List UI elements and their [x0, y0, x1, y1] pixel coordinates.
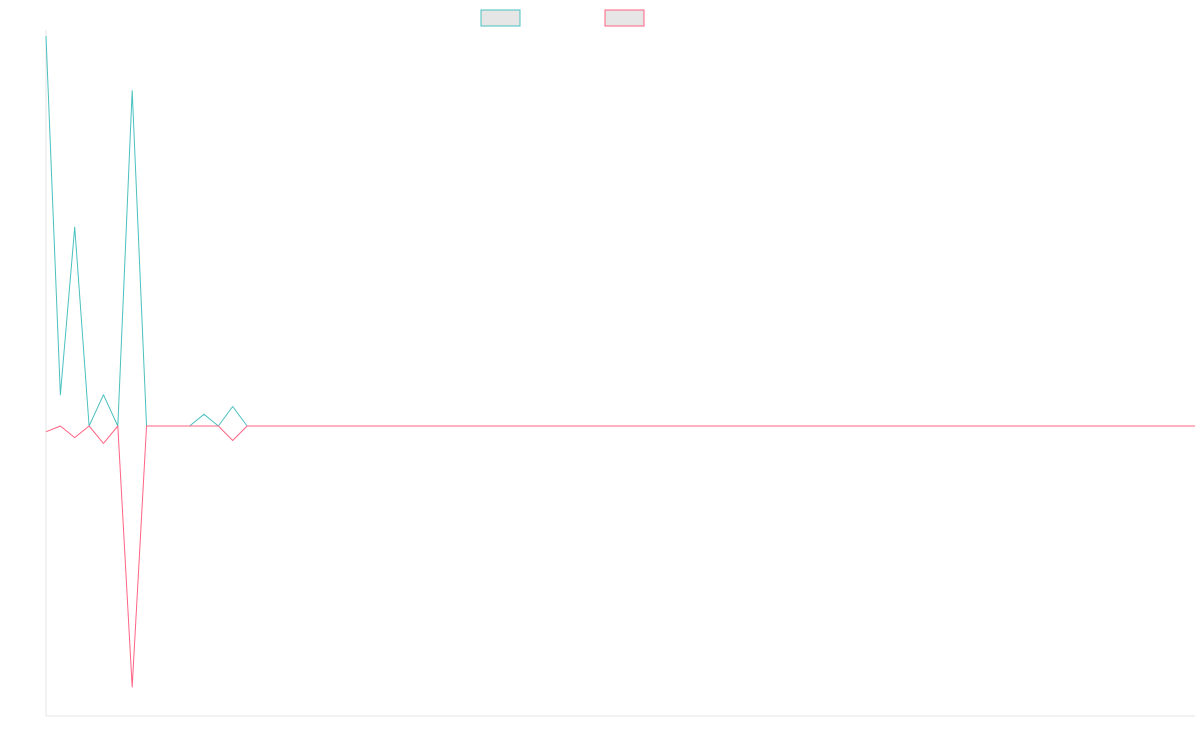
legend-swatch-series-a[interactable] [480, 9, 521, 27]
legend [480, 9, 645, 27]
series-line-a [45, 35, 1195, 427]
axes [45, 30, 1195, 717]
legend-swatch-series-b[interactable] [604, 9, 645, 27]
series-layer [45, 35, 1195, 688]
series-line-b [45, 425, 1195, 688]
